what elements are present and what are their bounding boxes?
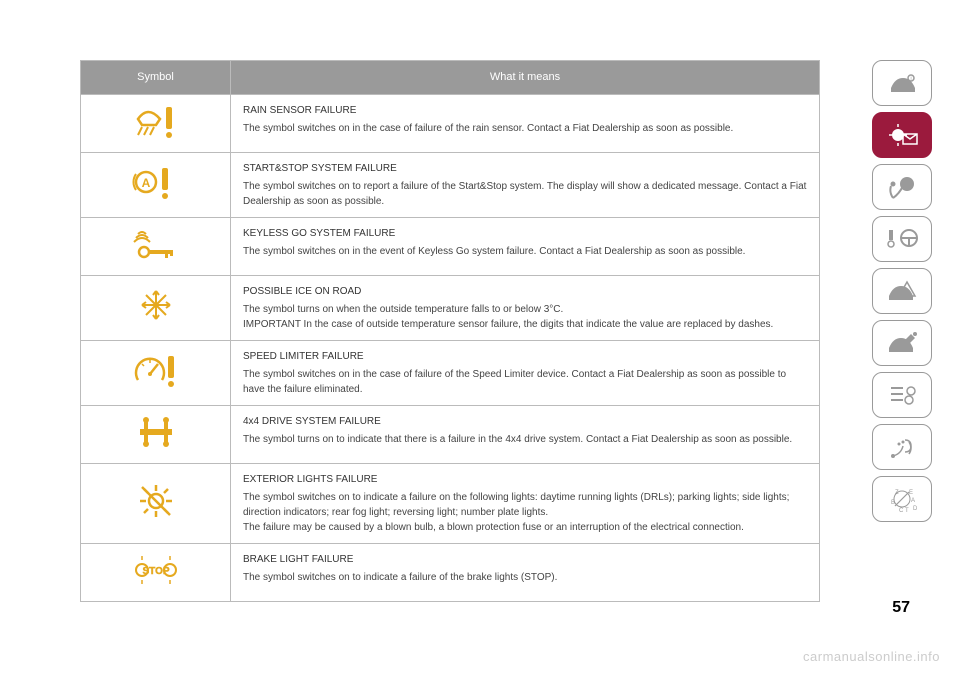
table-row: START&STOP SYSTEM FAILURE The symbol swit… bbox=[81, 152, 820, 217]
row-body: The symbol turns on when the outside tem… bbox=[243, 302, 807, 332]
table-row: BRAKE LIGHT FAILURE The symbol switches o… bbox=[81, 543, 820, 601]
tab-warning-lights[interactable] bbox=[872, 112, 932, 158]
exterior-lights-icon bbox=[81, 463, 231, 543]
row-description: EXTERIOR LIGHTS FAILURE The symbol switch… bbox=[231, 463, 820, 543]
row-body: The symbol switches on in the case of fa… bbox=[243, 367, 807, 397]
rain-sensor-icon bbox=[81, 94, 231, 152]
table-row: RAIN SENSOR FAILURE The symbol switches o… bbox=[81, 94, 820, 152]
row-description: POSSIBLE ICE ON ROAD The symbol turns on … bbox=[231, 275, 820, 340]
row-body: The symbol turns on to indicate that the… bbox=[243, 432, 807, 447]
row-title: KEYLESS GO SYSTEM FAILURE bbox=[243, 226, 807, 241]
row-title: BRAKE LIGHT FAILURE bbox=[243, 552, 807, 567]
brake-light-icon bbox=[81, 543, 231, 601]
table-row: POSSIBLE ICE ON ROAD The symbol turns on … bbox=[81, 275, 820, 340]
row-title: START&STOP SYSTEM FAILURE bbox=[243, 161, 807, 176]
row-description: KEYLESS GO SYSTEM FAILURE The symbol swit… bbox=[231, 217, 820, 275]
row-title: EXTERIOR LIGHTS FAILURE bbox=[243, 472, 807, 487]
ice-icon bbox=[81, 275, 231, 340]
tab-starting-driving[interactable] bbox=[872, 216, 932, 262]
tab-maintenance[interactable] bbox=[872, 320, 932, 366]
th-symbol: Symbol bbox=[81, 61, 231, 95]
row-body: The symbol switches on in the case of fa… bbox=[243, 121, 807, 136]
row-description: SPEED LIMITER FAILURE The symbol switches… bbox=[231, 340, 820, 405]
speed-limiter-icon bbox=[81, 340, 231, 405]
page-number: 57 bbox=[892, 599, 910, 617]
row-description: START&STOP SYSTEM FAILURE The symbol swit… bbox=[231, 152, 820, 217]
row-body: The symbol switches on to indicate a fai… bbox=[243, 490, 807, 535]
row-body: The symbol switches on in the event of K… bbox=[243, 244, 807, 259]
row-description: 4x4 DRIVE SYSTEM FAILURE The symbol turns… bbox=[231, 405, 820, 463]
th-meaning: What it means bbox=[231, 61, 820, 95]
table-row: KEYLESS GO SYSTEM FAILURE The symbol swit… bbox=[81, 217, 820, 275]
row-body: The symbol switches on to indicate a fai… bbox=[243, 570, 807, 585]
manual-page: Symbol What it means RAIN SENSOR FAILURE… bbox=[80, 60, 820, 602]
watermark: carmanualsonline.info bbox=[803, 649, 940, 664]
row-title: POSSIBLE ICE ON ROAD bbox=[243, 284, 807, 299]
row-title: 4x4 DRIVE SYSTEM FAILURE bbox=[243, 414, 807, 429]
tab-tech-data[interactable] bbox=[872, 372, 932, 418]
keyless-icon bbox=[81, 217, 231, 275]
start-stop-icon bbox=[81, 152, 231, 217]
tab-car-info[interactable] bbox=[872, 60, 932, 106]
row-title: SPEED LIMITER FAILURE bbox=[243, 349, 807, 364]
row-description: BRAKE LIGHT FAILURE The symbol switches o… bbox=[231, 543, 820, 601]
symbol-table: Symbol What it means RAIN SENSOR FAILURE… bbox=[80, 60, 820, 602]
tab-index[interactable] bbox=[872, 476, 932, 522]
row-description: RAIN SENSOR FAILURE The symbol switches o… bbox=[231, 94, 820, 152]
row-title: RAIN SENSOR FAILURE bbox=[243, 103, 807, 118]
table-row: 4x4 DRIVE SYSTEM FAILURE The symbol turns… bbox=[81, 405, 820, 463]
row-body: The symbol switches on to report a failu… bbox=[243, 179, 807, 209]
tab-safety[interactable] bbox=[872, 164, 932, 210]
tab-multimedia[interactable] bbox=[872, 424, 932, 470]
table-row: EXTERIOR LIGHTS FAILURE The symbol switch… bbox=[81, 463, 820, 543]
table-row: SPEED LIMITER FAILURE The symbol switches… bbox=[81, 340, 820, 405]
4x4-icon bbox=[81, 405, 231, 463]
section-tabs bbox=[872, 60, 932, 522]
tab-emergency[interactable] bbox=[872, 268, 932, 314]
